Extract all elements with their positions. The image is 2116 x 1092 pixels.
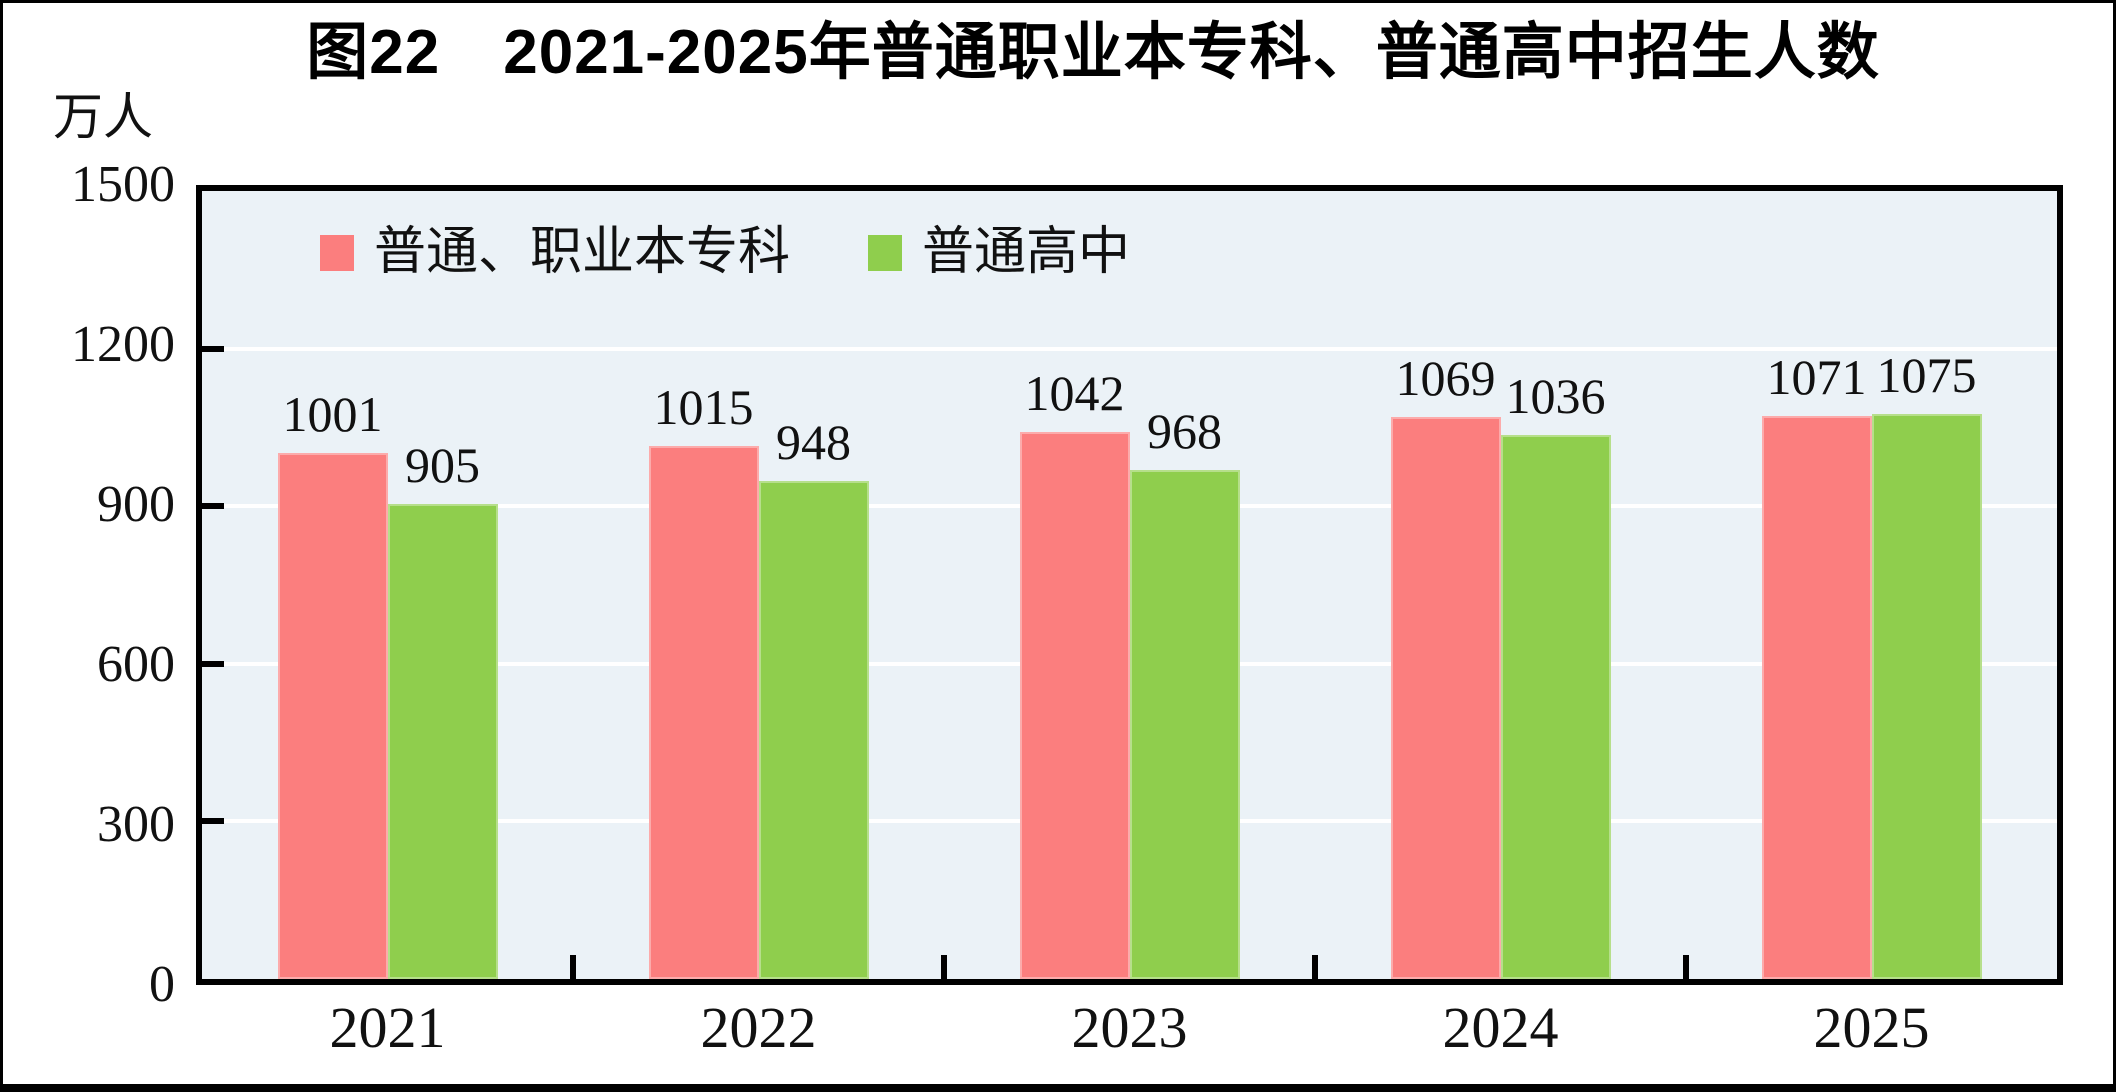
bar-2025-series1 (1871, 414, 1982, 979)
x-tick-mark-2 (941, 955, 947, 979)
bar-2023-series0 (1019, 431, 1130, 979)
x-tick-label-2025: 2025 (1813, 995, 1930, 1060)
legend-label-gaozhong: 普通高中 (922, 224, 1131, 281)
bar-value-label-2024-series0: 1069 (1395, 350, 1496, 407)
y-tick-label-600: 600 (97, 636, 175, 693)
x-tick-label-2021: 2021 (329, 995, 446, 1060)
plot-area: 1001 905 1015 948 1042 968 1069 1036 1071 1075 普通… (196, 185, 2063, 985)
legend-item-benzhuanke: 普通、职业本专科 (320, 225, 790, 281)
legend-swatch-green (868, 235, 903, 271)
x-tick-label-2024: 2024 (1442, 995, 1559, 1060)
bar-value-label-2022-series0: 1015 (653, 378, 754, 435)
y-tick-mark-1200 (202, 345, 224, 352)
y-tick-mark-600 (202, 660, 224, 667)
plot-canvas: 1001 905 1015 948 1042 968 1069 1036 1071 1075 (202, 191, 2057, 979)
bar-2022-series0 (648, 445, 759, 979)
bar-2025-series0 (1761, 416, 1872, 979)
gridline-1200 (202, 346, 2057, 351)
bar-2021-series0 (277, 453, 388, 979)
y-tick-label-1500: 1500 (71, 156, 175, 213)
legend-label-benzhuanke: 普通、职业本专科 (374, 224, 791, 281)
legend: 普通、职业本专科 普通高中 (320, 225, 1130, 281)
bar-value-label-2022-series1: 948 (776, 413, 851, 470)
bar-value-label-2025-series1: 1075 (1876, 347, 1977, 404)
bar-2024-series0 (1390, 417, 1501, 979)
y-axis-unit-label: 万人 (53, 89, 153, 145)
x-tick-mark-4 (1683, 955, 1689, 979)
bar-2021-series1 (387, 503, 498, 979)
y-tick-label-900: 900 (97, 476, 175, 533)
x-tick-mark-1 (570, 955, 576, 979)
y-tick-mark-900 (202, 503, 224, 510)
y-tick-label-1200: 1200 (71, 316, 175, 373)
chart-title: 图22 2021-2025年普通职业本专科、普通高中招生人数 (306, 18, 1880, 87)
y-tick-mark-300 (202, 818, 224, 825)
bar-value-label-2023-series1: 968 (1147, 403, 1222, 460)
bar-value-label-2021-series1: 905 (405, 436, 480, 493)
x-tick-label-2023: 2023 (1071, 995, 1188, 1060)
bar-2022-series1 (758, 480, 869, 979)
x-tick-mark-3 (1312, 955, 1318, 979)
y-tick-label-0: 0 (149, 956, 175, 1013)
x-tick-label-2022: 2022 (700, 995, 817, 1060)
bar-value-label-2025-series0: 1071 (1766, 349, 1867, 406)
y-tick-label-300: 300 (97, 796, 175, 853)
bar-value-label-2023-series0: 1042 (1024, 364, 1125, 421)
bar-value-label-2021-series0: 1001 (282, 386, 383, 443)
bar-2024-series1 (1500, 434, 1611, 979)
bar-2023-series1 (1129, 470, 1240, 979)
legend-item-gaozhong: 普通高中 (868, 225, 1130, 281)
bar-value-label-2024-series1: 1036 (1505, 367, 1606, 424)
legend-swatch-red (320, 235, 354, 271)
